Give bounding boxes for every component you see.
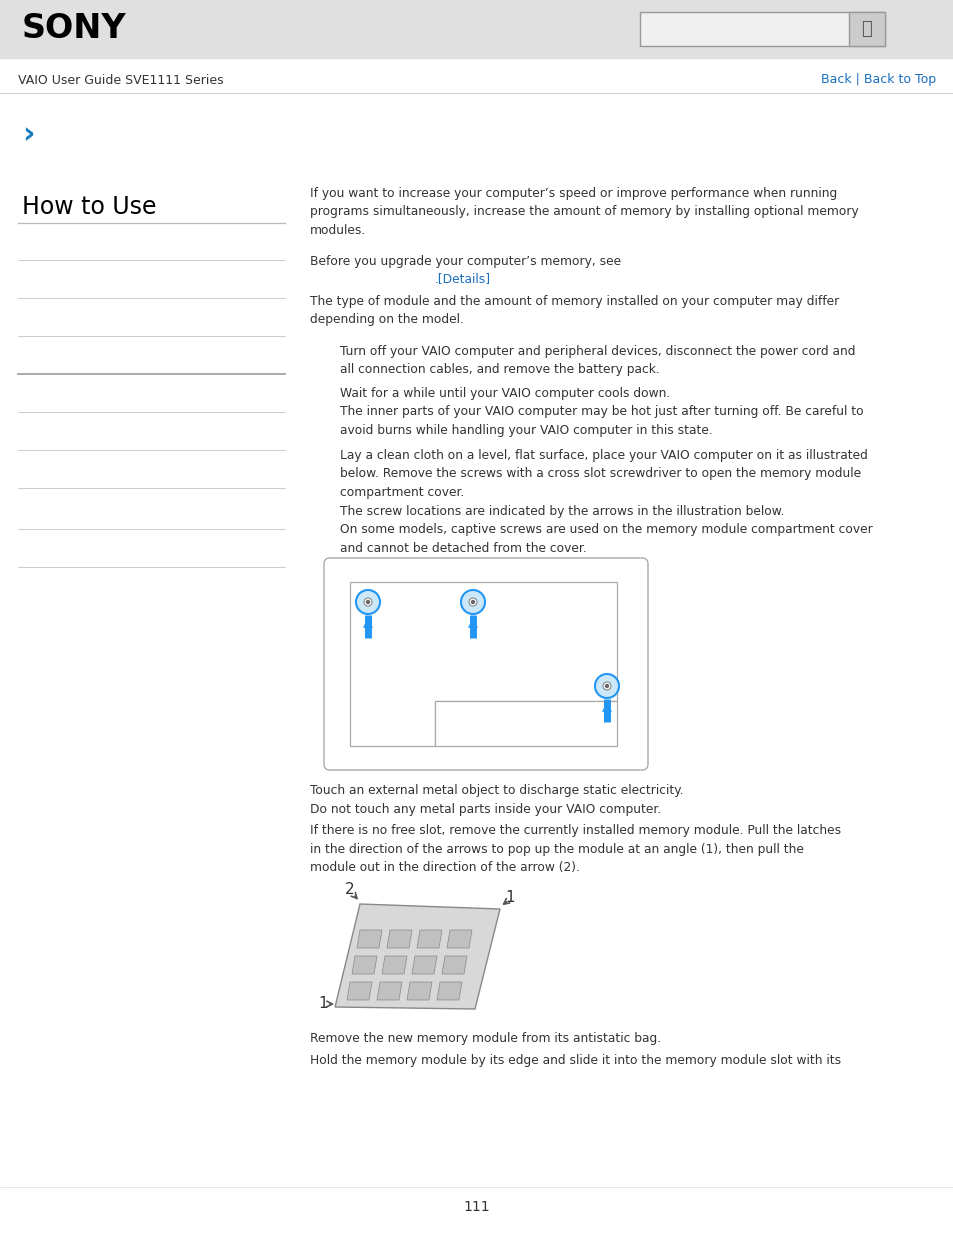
Circle shape xyxy=(471,600,474,604)
Polygon shape xyxy=(381,956,407,974)
Polygon shape xyxy=(416,930,441,948)
Text: Before you upgrade your computer’s memory, see: Before you upgrade your computer’s memor… xyxy=(310,254,620,268)
Text: 1: 1 xyxy=(505,889,515,904)
Circle shape xyxy=(605,684,608,688)
Circle shape xyxy=(364,598,372,606)
Text: The type of module and the amount of memory installed on your computer may diffe: The type of module and the amount of mem… xyxy=(310,295,839,326)
Polygon shape xyxy=(350,582,617,746)
Text: If you want to increase your computer’s speed or improve performance when runnin: If you want to increase your computer’s … xyxy=(310,186,858,237)
Bar xyxy=(0,0,953,58)
Circle shape xyxy=(366,600,369,604)
Polygon shape xyxy=(335,904,499,1009)
Polygon shape xyxy=(436,982,461,1000)
Text: .[Details]: .[Details] xyxy=(435,272,491,285)
Polygon shape xyxy=(352,956,376,974)
Text: VAIO User Guide SVE1111 Series: VAIO User Guide SVE1111 Series xyxy=(18,74,223,86)
Bar xyxy=(848,12,884,46)
Text: How to Use: How to Use xyxy=(22,195,156,219)
Polygon shape xyxy=(387,930,412,948)
Bar xyxy=(639,12,884,46)
Polygon shape xyxy=(407,982,432,1000)
Text: Hold the memory module by its edge and slide it into the memory module slot with: Hold the memory module by its edge and s… xyxy=(310,1053,841,1067)
Polygon shape xyxy=(441,956,467,974)
Circle shape xyxy=(355,590,379,614)
Polygon shape xyxy=(376,982,401,1000)
Text: SONY: SONY xyxy=(22,12,127,46)
Text: Wait for a while until your VAIO computer cools down.
The inner parts of your VA: Wait for a while until your VAIO compute… xyxy=(339,387,862,437)
Text: 111: 111 xyxy=(463,1200,490,1214)
Polygon shape xyxy=(347,982,372,1000)
Text: Remove the new memory module from its antistatic bag.: Remove the new memory module from its an… xyxy=(310,1032,660,1045)
Text: 1: 1 xyxy=(318,997,328,1011)
Circle shape xyxy=(469,598,476,606)
FancyBboxPatch shape xyxy=(324,558,647,769)
Text: ›: › xyxy=(22,121,34,149)
Text: Lay a clean cloth on a level, flat surface, place your VAIO computer on it as il: Lay a clean cloth on a level, flat surfa… xyxy=(339,450,872,555)
Polygon shape xyxy=(447,930,472,948)
Circle shape xyxy=(602,682,610,690)
Text: Turn off your VAIO computer and peripheral devices, disconnect the power cord an: Turn off your VAIO computer and peripher… xyxy=(339,345,855,377)
Circle shape xyxy=(460,590,484,614)
Polygon shape xyxy=(412,956,436,974)
Circle shape xyxy=(595,674,618,698)
Polygon shape xyxy=(356,930,381,948)
Text: Touch an external metal object to discharge static electricity.
Do not touch any: Touch an external metal object to discha… xyxy=(310,784,683,815)
Text: If there is no free slot, remove the currently installed memory module. Pull the: If there is no free slot, remove the cur… xyxy=(310,824,841,874)
Text: 2: 2 xyxy=(345,883,355,898)
Bar xyxy=(435,701,617,746)
Text: Back | Back to Top: Back | Back to Top xyxy=(820,74,935,86)
Text: ⌕: ⌕ xyxy=(861,20,871,38)
